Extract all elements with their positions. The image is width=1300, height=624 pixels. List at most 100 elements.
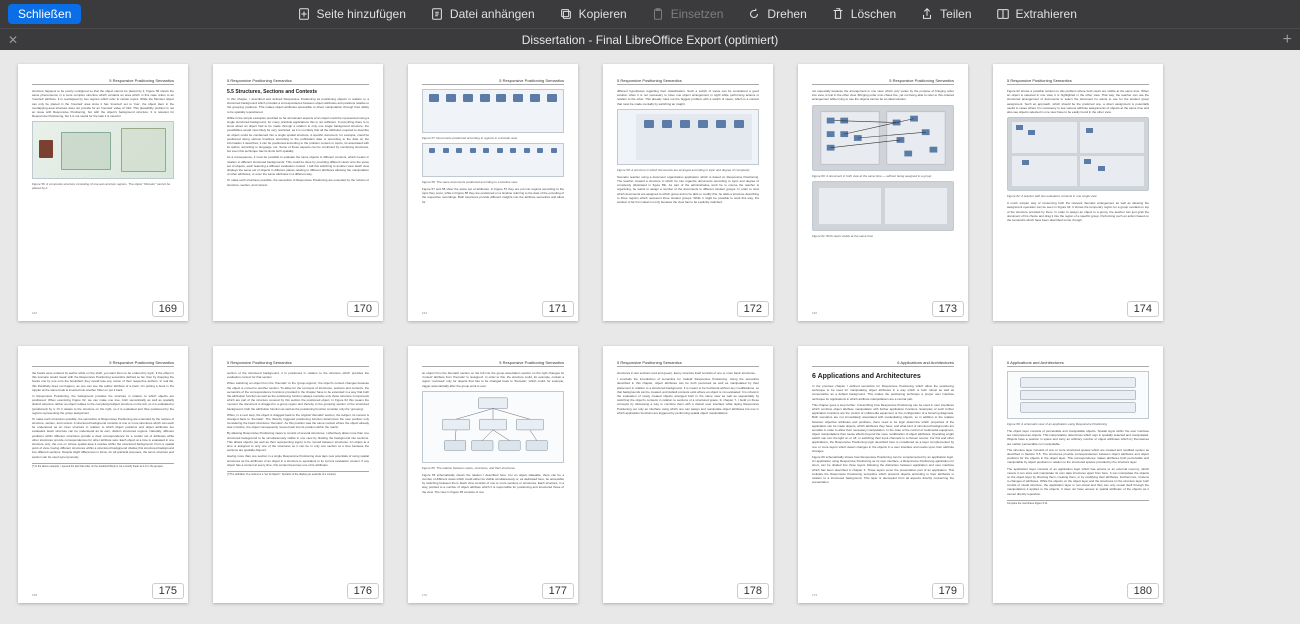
rotate-icon [747, 7, 761, 21]
page-header: 5 Responsive Positioning Semantics [617, 78, 759, 85]
page-number-badge: 178 [737, 583, 769, 599]
delete-label: Löschen [851, 7, 896, 21]
add-page-icon [297, 7, 311, 21]
page-thumbnail[interactable]: 6 Applications and Architectures 6 Appli… [798, 346, 968, 603]
page-thumbnail[interactable]: 5 Responsive Positioning Semantics Figur… [993, 64, 1163, 321]
page-thumbnail[interactable]: 6 Applications and Architectures Figure … [993, 346, 1163, 603]
figure [32, 121, 174, 179]
toolbar: Schließen Seite hinzufügen Datei anhänge… [0, 0, 1300, 28]
add-tab-button[interactable]: + [1283, 31, 1292, 49]
body-text: Having more than one section in a single… [227, 454, 369, 467]
attach-label: Datei anhängen [450, 7, 535, 21]
body-text: In Responsive Positioning, the backgroun… [32, 394, 174, 415]
page-header: 6 Applications and Architectures [1007, 360, 1149, 367]
extract-icon [996, 7, 1010, 21]
figure [422, 89, 564, 133]
close-button[interactable]: Schließen [8, 4, 81, 24]
page-number-badge: 174 [1127, 301, 1159, 317]
body-text: A much simpler way of conserving both th… [1007, 201, 1149, 222]
page-header: 5 Responsive Positioning Semantics [227, 78, 369, 85]
share-button[interactable]: Teilen [908, 3, 983, 25]
add-page-label: Seite hinzufügen [317, 7, 406, 21]
page-number-badge: 179 [932, 583, 964, 599]
page-num-print: 162 [32, 311, 37, 315]
body-text: When, in a next step, the object is drag… [227, 413, 369, 430]
body-text: an object from the thematic section on t… [422, 371, 564, 388]
page-thumbnail[interactable]: 5 Responsive Positioning Semantics the b… [18, 346, 188, 603]
paste-button: Einsetzen [639, 3, 736, 25]
share-icon [920, 7, 934, 21]
page-num-print: 170 [422, 593, 427, 597]
section-heading: 5.5 Structures, Sections and Contexts [227, 89, 369, 95]
body-text: Scenario teacher using a document organi… [617, 175, 759, 204]
figure-caption: Figure 65: The relation between views, s… [422, 466, 564, 470]
copy-label: Kopieren [579, 7, 627, 21]
paste-label: Einsetzen [671, 7, 724, 21]
page-thumbnail[interactable]: 5 Responsive Positioning Semantics not e… [798, 64, 968, 321]
attach-icon [430, 7, 444, 21]
footnote: Compare the membrane Figure 5.11. [1007, 502, 1149, 506]
page-thumbnail[interactable]: 5 Responsive Positioning Semantics Figur… [408, 64, 578, 321]
page-number-badge: 177 [542, 583, 574, 599]
figure-caption: Figure 60: A document in both view at th… [812, 174, 954, 178]
rotate-button[interactable]: Drehen [735, 3, 818, 25]
figure-caption: Figure 66: A schematic view of an applic… [1007, 422, 1149, 426]
figure-caption: Figure 56: A composite structure consist… [32, 182, 174, 190]
body-text: Figure 62 shows a possible solution to t… [1007, 89, 1149, 114]
body-text: different hypotheses regarding their cla… [617, 89, 759, 106]
page-header: 5 Responsive Positioning Semantics [422, 78, 564, 85]
body-text: When switching an object from the 'thema… [227, 381, 369, 410]
figure-caption: Figure 58: The same documents positioned… [422, 180, 564, 184]
body-text: While in the simple examples provided so… [227, 116, 369, 154]
page-thumbnail[interactable]: 5 Responsive Positioning Semantics struc… [18, 64, 188, 321]
body-text: To make such structures possible, the se… [32, 417, 174, 459]
body-text: The object layer consists of perceivable… [1007, 429, 1149, 446]
rotate-label: Drehen [767, 7, 806, 21]
add-page-button[interactable]: Seite hinzufügen [285, 3, 418, 25]
extract-button[interactable]: Extrahieren [984, 3, 1089, 25]
delete-button[interactable]: Löschen [819, 3, 908, 25]
page-number-badge: 171 [542, 301, 574, 317]
body-text: Figure 65 schematically shows the relati… [422, 473, 564, 494]
thumbnail-grid: 5 Responsive Positioning Semantics struc… [0, 50, 1300, 624]
body-text: section of the structured background, it… [227, 371, 369, 379]
page-number-badge: 172 [737, 301, 769, 317]
page-header: 5 Responsive Positioning Semantics [812, 78, 954, 85]
page-thumbnail[interactable]: 5 Responsive Positioning Semantics struc… [603, 346, 773, 603]
figure-caption: Figure 62: A teacher with two evaluation… [1007, 194, 1149, 198]
page-number-badge: 169 [152, 301, 184, 317]
figure [812, 181, 954, 231]
attach-file-button[interactable]: Datei anhängen [418, 3, 547, 25]
figure-caption: Figure 57: Documents positioned accordin… [422, 136, 564, 140]
page-header: 5 Responsive Positioning Semantics [227, 360, 369, 367]
page-num-print: 168 [32, 593, 37, 597]
page-number-badge: 170 [347, 301, 379, 317]
page-thumbnail[interactable]: 5 Responsive Positioning Semantics diffe… [603, 64, 773, 321]
figure [422, 143, 564, 177]
body-text: The structure layer consists of one or m… [1007, 448, 1149, 465]
page-header: 5 Responsive Positioning Semantics [1007, 78, 1149, 85]
document-title: Dissertation - Final LibreOffice Export … [522, 33, 779, 47]
page-thumbnail[interactable]: 5 Responsive Positioning Semantics secti… [213, 346, 383, 603]
body-text: Figure 66 schematically shows how Respon… [812, 455, 954, 484]
body-text: To make such structures possible, the se… [227, 178, 369, 186]
footnote: [*] The definition of a context is a "se… [227, 473, 369, 477]
copy-button[interactable]: Kopieren [547, 3, 639, 25]
page-thumbnail[interactable]: 5 Responsive Positioning Semantics 5.5 S… [213, 64, 383, 321]
titlebar: ✕ Dissertation - Final LibreOffice Expor… [0, 28, 1300, 50]
extract-label: Extrahieren [1016, 7, 1077, 21]
page-num-print: 173 [812, 593, 817, 597]
body-text: This chapter goes a step further. It des… [812, 403, 954, 453]
body-text: Figure 57 and 58 show the same set of at… [422, 187, 564, 204]
page-header: 5 Responsive Positioning Semantics [32, 78, 174, 85]
close-tab-button[interactable]: ✕ [8, 33, 18, 47]
page-number-badge: 173 [932, 301, 964, 317]
page-header: 5 Responsive Positioning Semantics [32, 360, 174, 367]
body-text: The application layer consists of an app… [1007, 467, 1149, 496]
paste-icon [651, 7, 665, 21]
trash-icon [831, 7, 845, 21]
footnote: [*] In the above example, I opened the f… [32, 465, 174, 469]
figure [617, 109, 759, 165]
page-thumbnail[interactable]: 5 Responsive Positioning Semantics an ob… [408, 346, 578, 603]
page-header: 6 Applications and Architectures [812, 360, 954, 367]
